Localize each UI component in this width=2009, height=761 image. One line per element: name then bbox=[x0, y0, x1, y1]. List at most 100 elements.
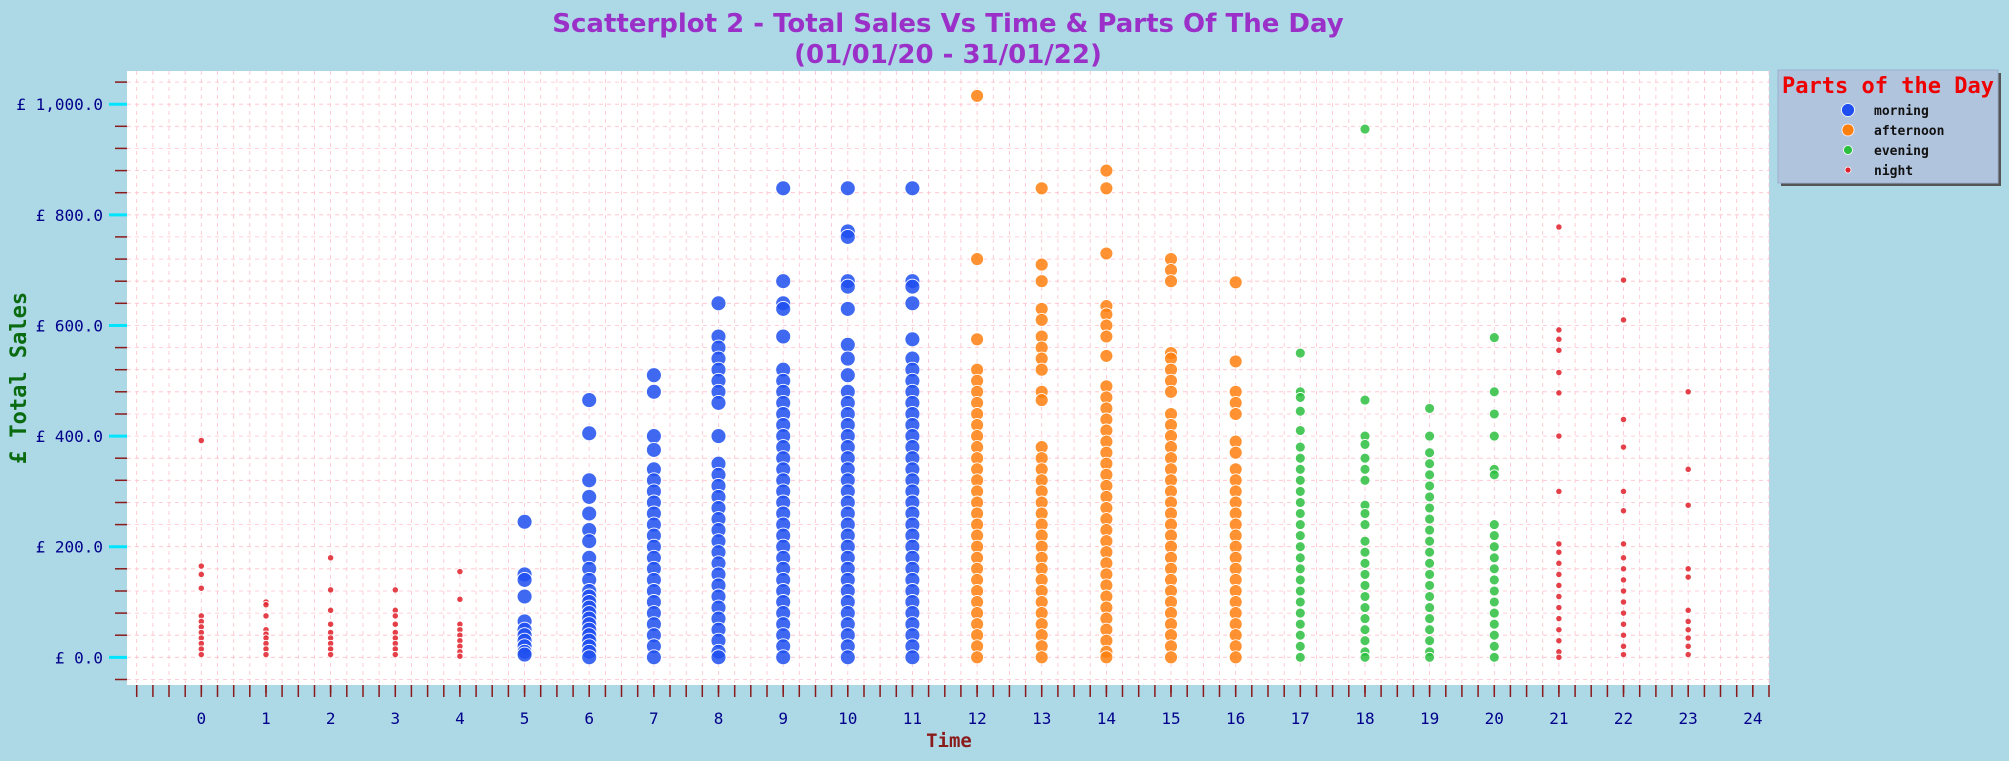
data-point-afternoon bbox=[1099, 348, 1114, 363]
data-point-afternoon bbox=[1034, 393, 1049, 408]
legend-label-morning: morning bbox=[1874, 104, 1929, 119]
data-point-night bbox=[1555, 389, 1563, 397]
data-point-night bbox=[1619, 276, 1628, 284]
x-tick-label: 4 bbox=[455, 709, 465, 728]
plot-area bbox=[127, 71, 1769, 685]
data-point-evening bbox=[1424, 458, 1436, 470]
x-tick-label: 12 bbox=[967, 709, 986, 728]
data-point-night bbox=[326, 620, 335, 628]
data-point-night bbox=[1619, 565, 1628, 573]
x-tick-label: 19 bbox=[1420, 709, 1439, 728]
data-point-night bbox=[391, 650, 399, 659]
data-point-afternoon bbox=[1099, 181, 1114, 196]
data-point-evening bbox=[1488, 574, 1500, 586]
data-point-night bbox=[1619, 507, 1628, 515]
data-point-evening bbox=[1294, 485, 1306, 497]
data-point-evening bbox=[1294, 347, 1306, 359]
data-point-night bbox=[1684, 606, 1692, 614]
data-point-night bbox=[391, 586, 399, 594]
chart-title-line1: Scatterplot 2 - Total Sales Vs Time & Pa… bbox=[552, 9, 1343, 39]
data-point-evening bbox=[1359, 463, 1371, 475]
data-point-night bbox=[1619, 443, 1628, 451]
data-point-night bbox=[1619, 642, 1628, 650]
data-point-night bbox=[1619, 487, 1628, 496]
data-point-evening bbox=[1294, 574, 1306, 586]
data-point-evening bbox=[1424, 447, 1436, 459]
data-point-morning bbox=[839, 336, 856, 353]
data-point-night bbox=[197, 562, 205, 570]
data-point-night bbox=[1555, 637, 1563, 645]
data-point-night bbox=[1555, 614, 1563, 623]
data-point-morning bbox=[839, 278, 856, 295]
data-point-evening bbox=[1424, 624, 1436, 636]
data-point-evening bbox=[1488, 386, 1500, 398]
data-point-night bbox=[1555, 487, 1563, 496]
data-point-afternoon bbox=[1099, 246, 1114, 261]
data-point-evening bbox=[1424, 613, 1436, 625]
x-tick-label: 22 bbox=[1614, 709, 1633, 728]
data-point-afternoon bbox=[970, 332, 985, 347]
y-tick-label: £ 1,000.0 bbox=[16, 95, 103, 114]
y-tick-label: £ 800.0 bbox=[36, 206, 103, 225]
y-axis-label: £ Total Sales bbox=[7, 292, 32, 464]
data-point-afternoon bbox=[1034, 181, 1049, 196]
data-point-night bbox=[1684, 573, 1692, 581]
data-point-evening bbox=[1424, 557, 1436, 569]
data-point-morning bbox=[581, 649, 598, 666]
data-point-evening bbox=[1488, 585, 1500, 597]
data-point-evening bbox=[1294, 640, 1306, 652]
data-point-night bbox=[1684, 642, 1692, 650]
data-point-evening bbox=[1359, 602, 1371, 614]
data-point-evening bbox=[1359, 651, 1371, 663]
data-point-evening bbox=[1488, 530, 1500, 542]
data-point-night bbox=[1684, 388, 1692, 396]
data-point-morning bbox=[904, 331, 921, 348]
data-point-evening bbox=[1424, 535, 1436, 547]
data-point-evening bbox=[1488, 596, 1500, 608]
data-point-evening bbox=[1424, 568, 1436, 580]
data-point-evening bbox=[1294, 508, 1306, 519]
data-point-afternoon bbox=[1099, 329, 1114, 344]
data-point-night bbox=[1555, 603, 1563, 612]
data-point-evening bbox=[1488, 541, 1500, 553]
x-tick-label: 1 bbox=[261, 709, 271, 728]
data-point-night bbox=[1684, 634, 1692, 642]
data-point-morning bbox=[581, 472, 598, 489]
legend-title: Parts of the Day bbox=[1782, 74, 1994, 99]
data-point-morning bbox=[645, 428, 662, 445]
data-point-night bbox=[1684, 626, 1692, 634]
data-point-evening bbox=[1294, 607, 1306, 619]
data-point-morning bbox=[775, 273, 792, 290]
data-point-morning bbox=[839, 180, 856, 197]
data-point-night bbox=[1619, 554, 1628, 562]
data-point-night bbox=[1555, 335, 1563, 343]
data-point-evening bbox=[1294, 541, 1306, 553]
data-point-evening bbox=[1488, 618, 1500, 630]
data-point-evening bbox=[1294, 463, 1306, 475]
data-point-evening bbox=[1424, 591, 1436, 602]
data-point-afternoon bbox=[1164, 274, 1178, 289]
data-point-afternoon bbox=[1228, 275, 1243, 290]
data-point-night bbox=[197, 570, 205, 579]
data-point-afternoon bbox=[1099, 650, 1114, 665]
data-point-evening bbox=[1294, 618, 1306, 630]
y-tick-label: £ 400.0 bbox=[36, 427, 103, 446]
data-point-evening bbox=[1359, 635, 1371, 647]
data-point-evening bbox=[1359, 123, 1371, 135]
data-point-afternoon bbox=[970, 252, 985, 267]
data-point-afternoon bbox=[1034, 257, 1049, 272]
data-point-evening bbox=[1424, 402, 1436, 414]
data-point-night bbox=[197, 650, 205, 659]
data-point-evening bbox=[1294, 425, 1306, 436]
points-layer bbox=[197, 88, 1692, 666]
data-point-evening bbox=[1359, 579, 1371, 591]
data-point-night bbox=[197, 584, 205, 592]
data-point-evening bbox=[1294, 651, 1306, 663]
x-tick-label: 15 bbox=[1161, 709, 1180, 728]
x-tick-label: 24 bbox=[1743, 709, 1762, 728]
data-point-morning bbox=[839, 367, 856, 384]
data-point-night bbox=[262, 650, 270, 659]
data-point-afternoon bbox=[970, 650, 985, 665]
